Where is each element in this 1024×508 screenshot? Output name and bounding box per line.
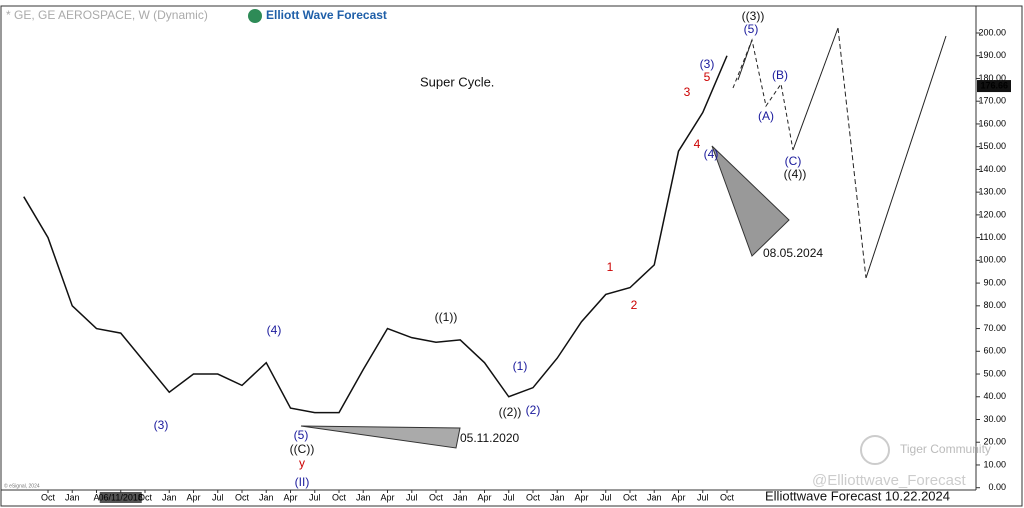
x-tick-label: Oct [526, 492, 541, 502]
footer: Elliottwave Forecast 10.22.2024 [765, 488, 950, 503]
date-note: 08.05.2024 [763, 246, 823, 260]
x-tick-label: Jan [162, 492, 177, 502]
x-tick-label: Apr [186, 492, 200, 502]
copyright: © eSignal, 2024 [4, 482, 40, 489]
wave-label: (2) [526, 403, 541, 417]
y-tick-label: 90.00 [983, 277, 1006, 287]
projection [865, 35, 947, 279]
wave-label: 4 [694, 137, 701, 151]
wave-label: (3) [700, 57, 715, 71]
date-note: 05.11.2020 [460, 431, 519, 445]
wave-label: (4) [704, 147, 719, 161]
x-tick-label: Apr [477, 492, 491, 502]
x-tick-label: Oct [235, 492, 250, 502]
wave-label: (A) [758, 109, 774, 123]
wave-label: (II) [295, 475, 310, 489]
wave-label: 2 [631, 298, 638, 312]
x-tick-label: Jan [259, 492, 274, 502]
wave-label: 1 [607, 260, 614, 274]
projection [792, 27, 839, 151]
x-tick-label: Jan [647, 492, 662, 502]
wave-label: ((4)) [784, 167, 807, 181]
watermark: @Elliottwave_Forecast [812, 472, 966, 489]
subtitle: Super Cycle. [420, 74, 494, 89]
x-tick-label: Oct [41, 492, 56, 502]
x-tick-highlight [99, 492, 142, 503]
x-tick-label: Apr [283, 492, 297, 502]
wave-label: ((3)) [742, 9, 765, 23]
x-tick-label: Jul [406, 492, 418, 502]
wave-label: 3 [684, 85, 691, 99]
y-tick-label: 80.00 [983, 300, 1006, 310]
wave-label: (1) [513, 359, 528, 373]
y-tick-label: 170.00 [978, 96, 1006, 106]
x-tick-label: Jul [600, 492, 612, 502]
wave-label: (3) [154, 418, 169, 432]
x-tick-label: Jul [212, 492, 224, 502]
wave-label: ((1)) [435, 310, 458, 324]
y-tick-label: 50.00 [983, 368, 1006, 378]
y-tick-label: 110.00 [979, 232, 1006, 242]
price-line [23, 55, 728, 414]
x-tick-label: Jan [453, 492, 468, 502]
projection [732, 38, 794, 151]
x-tick-label: Oct [720, 492, 735, 502]
wave-label: ((C)) [290, 442, 315, 456]
y-tick-label: 60.00 [983, 346, 1006, 356]
wave-label: (5) [744, 22, 759, 36]
x-tick-label: Oct [138, 492, 153, 502]
wave-label: (4) [267, 323, 282, 337]
x-tick-label: Jul [309, 492, 321, 502]
chart-title: * GE, GE AEROSPACE, W (Dynamic) [6, 8, 208, 22]
wave-label: (C) [785, 154, 802, 168]
y-tick-label: 40.00 [983, 391, 1006, 401]
wave-label: (5) [294, 428, 309, 442]
last-price-box [977, 80, 1011, 93]
x-tick-label: Oct [429, 492, 444, 502]
y-tick-label: 100.00 [978, 255, 1006, 265]
y-tick-label: 160.00 [978, 118, 1006, 128]
y-tick-label: 10.00 [983, 459, 1006, 469]
x-tick-label: Jul [697, 492, 709, 502]
last-price-label: 176.66 [980, 80, 1008, 90]
projection [837, 27, 867, 279]
x-tick-label: 06/11/2018 [99, 492, 143, 502]
watermark-icon [860, 435, 890, 465]
triangle-2020 [300, 425, 461, 449]
y-tick-label: 70.00 [983, 323, 1006, 333]
y-tick-label: 140.00 [978, 164, 1006, 174]
x-tick-label: Oct [623, 492, 638, 502]
wave-label: ((2)) [499, 405, 522, 419]
logo-icon [248, 9, 262, 23]
y-tick-label: 150.00 [978, 141, 1006, 151]
triangle-2024 [711, 145, 790, 257]
y-tick-label: 30.00 [983, 414, 1006, 424]
x-tick-label: Jan [550, 492, 565, 502]
logo: Elliott Wave Forecast [266, 8, 387, 22]
x-tick-label: Apr [574, 492, 588, 502]
y-tick-label: 120.00 [978, 209, 1006, 219]
x-tick-label: Jul [503, 492, 515, 502]
y-tick-label: 200.00 [978, 27, 1006, 37]
community: Tiger Community [900, 442, 991, 456]
projection [737, 39, 753, 81]
y-tick-label: 0.00 [988, 482, 1006, 492]
x-tick-label: Apr [671, 492, 685, 502]
y-tick-label: 180.00 [978, 73, 1006, 83]
y-tick-label: 20.00 [983, 437, 1006, 447]
y-tick-label: 190.00 [978, 50, 1006, 60]
x-tick-label: Apr [380, 492, 394, 502]
x-tick-label: Oct [332, 492, 347, 502]
x-tick-label: A [93, 492, 99, 502]
wave-label: 5 [704, 70, 711, 84]
x-tick-label: Jan [65, 492, 80, 502]
wave-label: (B) [772, 68, 788, 82]
wave-label: y [299, 456, 305, 470]
x-tick-label: Jan [356, 492, 371, 502]
y-tick-label: 130.00 [978, 187, 1006, 197]
frame [0, 5, 1023, 507]
